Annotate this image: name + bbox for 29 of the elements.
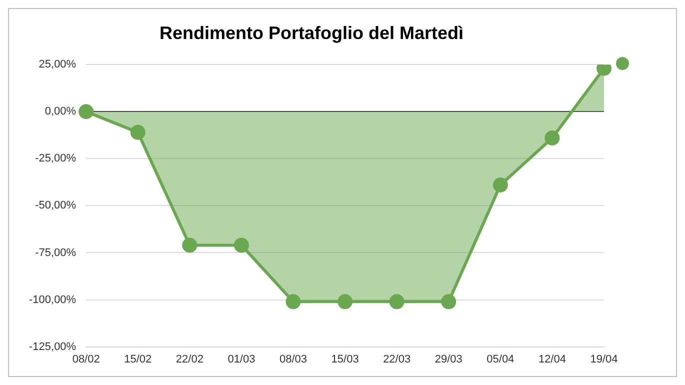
- x-tick-label: 22/03: [383, 353, 411, 366]
- point: [441, 294, 456, 310]
- y-tick-label: -75,00%: [35, 246, 76, 259]
- point: [286, 294, 301, 310]
- y-tick-label: -25,00%: [35, 152, 76, 165]
- point: [492, 178, 508, 193]
- y-tick-label: -100,00%: [28, 294, 76, 306]
- x-tick-label: 05/04: [486, 353, 514, 366]
- x-tick-label: 01/03: [228, 353, 256, 366]
- point: [182, 238, 198, 253]
- y-tick-label: 25,00%: [38, 58, 76, 71]
- y-tick-label: -125,00%: [28, 340, 76, 353]
- x-tick-label: 29/03: [434, 353, 462, 366]
- x-tick-label: 08/03: [279, 353, 308, 366]
- y-tick-label: -50,00%: [35, 200, 76, 212]
- x-tick-label: 12/04: [538, 353, 566, 366]
- x-tick-label: 15/02: [124, 353, 152, 366]
- chart-title: Rendimento Portafoglio del Martedì: [159, 22, 464, 43]
- point: [389, 294, 404, 310]
- point: [544, 130, 560, 146]
- x-tick-label: 15/03: [331, 353, 359, 366]
- x-tick-label: 19/04: [590, 353, 618, 366]
- point: [130, 124, 146, 140]
- x-tick-label: 08/02: [72, 353, 100, 366]
- x-tick-label: 22/02: [176, 353, 204, 366]
- point: [338, 294, 353, 310]
- y-tick-label: 0,00%: [44, 106, 76, 118]
- point: [78, 104, 94, 120]
- point: [234, 238, 249, 253]
